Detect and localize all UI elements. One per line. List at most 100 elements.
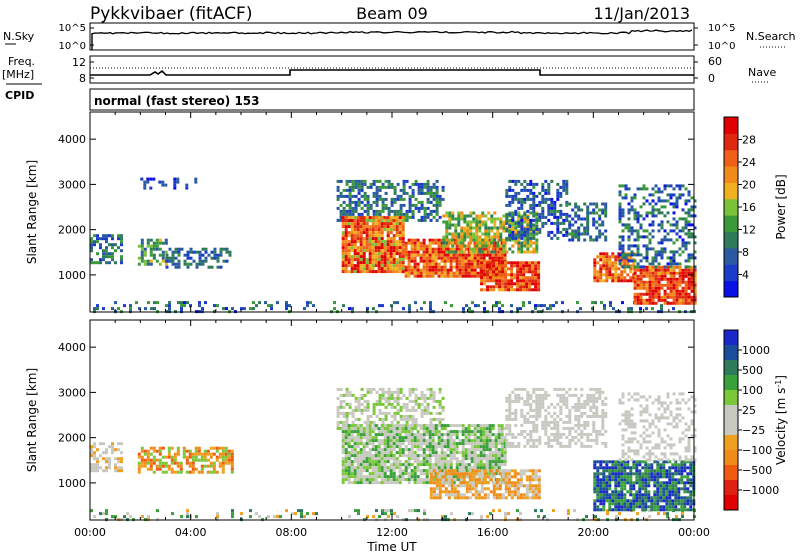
heatmap-cell	[479, 436, 483, 440]
heatmap-cell	[657, 223, 661, 227]
heatmap-cell	[356, 460, 360, 464]
heatmap-cell	[681, 226, 685, 230]
heatmap-cell	[477, 472, 481, 476]
heatmap-cell	[693, 280, 697, 284]
heatmap-cell	[378, 185, 382, 189]
heatmap-cell	[639, 271, 643, 275]
heatmap-cell	[478, 241, 482, 245]
heatmap-cell	[505, 212, 509, 216]
heatmap-cell	[410, 253, 414, 257]
heatmap-cell	[465, 484, 469, 488]
heatmap-cell	[366, 405, 370, 409]
heatmap-cell	[678, 184, 682, 188]
heatmap-cell	[143, 183, 147, 187]
heatmap-cell	[351, 188, 355, 192]
heatmap-cell	[618, 235, 622, 239]
heatmap-cell	[565, 212, 569, 216]
heatmap-cell	[440, 427, 444, 431]
heatmap-cell	[517, 200, 521, 204]
heatmap-cell	[510, 481, 514, 485]
heatmap-cell	[401, 424, 405, 428]
heatmap-cell	[502, 220, 506, 224]
heatmap-cell	[485, 427, 489, 431]
heatmap-cell	[484, 244, 488, 248]
heatmap-cell	[374, 264, 378, 268]
heatmap-cell	[592, 217, 596, 221]
heatmap-cell	[363, 191, 367, 195]
heatmap-cell	[684, 274, 688, 278]
heatmap-cell	[383, 216, 387, 220]
heatmap-cell	[243, 307, 246, 311]
heatmap-cell	[528, 279, 532, 283]
heatmap-cell	[356, 216, 360, 220]
heatmap-cell	[469, 226, 473, 230]
heatmap-cell	[353, 469, 357, 473]
heatmap-cell	[547, 209, 551, 213]
heatmap-cell	[188, 461, 192, 465]
heatmap-cell	[99, 258, 102, 262]
heatmap-cell	[177, 253, 181, 257]
heatmap-cell	[507, 493, 511, 497]
heatmap-cell	[693, 214, 697, 218]
heatmap-cell	[306, 304, 309, 308]
heatmap-cell	[636, 277, 640, 281]
heatmap-cell	[369, 185, 373, 189]
heatmap-cell	[362, 228, 366, 232]
heatmap-cell	[350, 469, 354, 473]
heatmap-cell	[411, 405, 415, 409]
heatmap-cell	[350, 433, 354, 437]
heatmap-cell	[550, 236, 554, 240]
heatmap-cell	[102, 258, 105, 262]
heatmap-cell	[657, 241, 661, 245]
heatmap-cell	[360, 396, 364, 400]
heatmap-cell	[477, 304, 480, 308]
heatmap-cell	[341, 466, 345, 470]
heatmap-cell	[537, 484, 541, 488]
heatmap-cell	[473, 424, 477, 428]
heatmap-cell	[392, 216, 396, 220]
heatmap-cell	[356, 246, 360, 250]
heatmap-cell	[511, 250, 515, 254]
heatmap-cell	[678, 196, 682, 200]
heatmap-cell	[339, 194, 343, 198]
heatmap-cell	[499, 244, 503, 248]
heatmap-cell	[189, 250, 193, 254]
heatmap-cell	[483, 307, 486, 311]
heatmap-cell	[392, 240, 396, 244]
heatmap-cell	[347, 270, 351, 274]
heatmap-cell	[535, 244, 539, 248]
heatmap-cell	[429, 304, 432, 308]
y-tick-label: 2000	[58, 224, 86, 237]
heatmap-cell	[633, 259, 637, 263]
heatmap-cell	[380, 270, 384, 274]
heatmap-cell	[191, 461, 195, 465]
heatmap-cell	[354, 408, 358, 412]
heatmap-cell	[529, 191, 533, 195]
heatmap-cell	[516, 282, 520, 286]
heatmap-cell	[537, 285, 541, 289]
heatmap-cell	[452, 265, 456, 269]
heatmap-cell	[445, 211, 449, 215]
heatmap-cell	[371, 442, 375, 446]
heatmap-cell	[431, 262, 435, 266]
heatmap-cell	[532, 206, 536, 210]
heatmap-cell	[633, 301, 637, 305]
heatmap-cell	[522, 304, 525, 308]
heatmap-cell	[210, 265, 214, 269]
heatmap-cell	[348, 405, 352, 409]
heatmap-cell	[99, 237, 102, 241]
heatmap-cell	[479, 451, 483, 455]
heatmap-cell	[464, 451, 468, 455]
heatmap-cell	[347, 445, 351, 449]
heatmap-cell	[203, 464, 207, 468]
heatmap-cell	[605, 273, 609, 277]
heatmap-cell	[342, 393, 346, 397]
heatmap-cell	[678, 235, 682, 239]
heatmap-cell	[534, 509, 537, 513]
heatmap-cell	[657, 289, 661, 293]
heatmap-cell	[624, 256, 628, 260]
heatmap-cell	[487, 235, 491, 239]
heatmap-cell	[416, 460, 420, 464]
heatmap-cell	[341, 430, 345, 434]
heatmap-cell	[380, 219, 384, 223]
